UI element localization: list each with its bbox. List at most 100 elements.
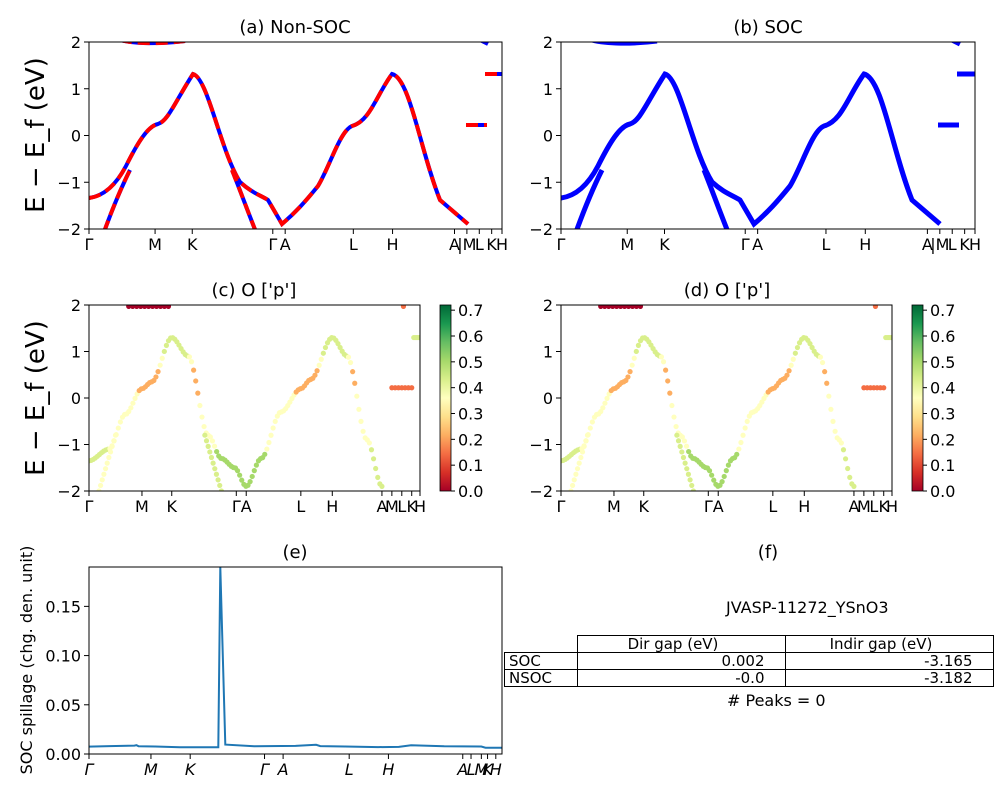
x-tick-label: M xyxy=(144,760,158,779)
band-point xyxy=(576,460,582,466)
band-point xyxy=(568,488,574,491)
band-point xyxy=(881,385,887,391)
x-tick-label: L xyxy=(821,235,830,254)
band-point xyxy=(142,305,148,309)
colorbar-tick-label: 0.3 xyxy=(458,405,483,424)
band-point xyxy=(792,350,798,356)
band-point xyxy=(786,368,792,374)
y-tick-label: −1 xyxy=(529,173,553,192)
band-point xyxy=(665,378,671,384)
y-tick-label: 0.05 xyxy=(45,696,81,715)
band-point xyxy=(360,428,366,434)
band-point xyxy=(671,414,677,420)
x-tick-label: K xyxy=(406,497,417,516)
band-point xyxy=(828,406,834,412)
band-point xyxy=(690,488,696,491)
band-point xyxy=(266,439,272,446)
band-point xyxy=(264,446,270,452)
band-point xyxy=(202,432,208,438)
band-point xyxy=(706,468,713,474)
band-point xyxy=(633,348,639,355)
band-point xyxy=(598,305,604,309)
band-point xyxy=(210,460,216,466)
band-point xyxy=(627,369,633,375)
y-tick-label: −2 xyxy=(57,220,81,239)
panel-b-title: (b) SOC xyxy=(733,17,802,38)
band-point xyxy=(629,362,635,368)
colorbar-c-ticks: 0.0 0.1 0.2 0.3 0.4 0.5 0.6 0.7 xyxy=(451,301,483,501)
x-tick-label: K xyxy=(659,235,670,254)
band-point xyxy=(375,474,381,481)
band-point xyxy=(104,460,110,466)
colorbar-tick-label: 0.7 xyxy=(458,301,483,320)
band-point xyxy=(132,395,138,401)
x-tick-label: Γ xyxy=(268,235,277,254)
band-point xyxy=(157,305,164,309)
band-point xyxy=(635,342,642,348)
band-point xyxy=(163,342,170,348)
band-point xyxy=(673,423,679,430)
band-point xyxy=(155,369,161,375)
band-point xyxy=(209,438,216,444)
band-point xyxy=(239,477,245,483)
colorbar-tick-label: 0.0 xyxy=(458,482,483,501)
band-point xyxy=(684,466,690,472)
x-tick-label: Γ xyxy=(557,235,566,254)
band-point xyxy=(203,438,210,444)
band-point xyxy=(101,471,107,477)
band-point xyxy=(195,390,201,396)
panel-e-frame xyxy=(88,566,503,755)
x-tick-label: A xyxy=(280,235,291,254)
band-point xyxy=(680,454,687,461)
band-point xyxy=(253,462,259,468)
y-tick-label: 0.15 xyxy=(45,597,81,616)
x-tick-label: L xyxy=(475,235,484,254)
y-tick-label: 0 xyxy=(543,127,553,146)
band-point xyxy=(322,344,329,351)
band-point xyxy=(742,425,748,431)
y-tick-label: −1 xyxy=(57,173,81,192)
x-tick-label: M xyxy=(474,760,488,779)
x-tick-label: M xyxy=(148,235,162,254)
band-point xyxy=(191,367,197,373)
x-tick-label: L xyxy=(296,497,305,516)
x-tick-label: K xyxy=(482,760,494,779)
panel-d-title: (d) O ['p'] xyxy=(684,280,770,301)
indir-gap-value: -3.165 xyxy=(784,652,994,670)
band-point xyxy=(851,483,857,489)
band-a-valence-blue xyxy=(89,71,470,228)
band-point xyxy=(213,471,220,477)
panel-a-xticks: Γ M K Γ A L H A|ML K H xyxy=(85,229,508,254)
x-tick-label: L xyxy=(948,235,957,254)
x-tick-label: L xyxy=(467,760,476,779)
band-point xyxy=(719,479,725,485)
y-tick-label: 1 xyxy=(71,80,81,99)
x-tick-label: L xyxy=(349,235,358,254)
x-tick-label: H xyxy=(969,235,981,254)
band-point xyxy=(153,374,159,380)
band-point xyxy=(316,362,322,368)
band-point xyxy=(318,356,324,362)
band-point xyxy=(99,477,105,483)
x-tick-label: K xyxy=(486,235,497,254)
band-point xyxy=(788,362,794,368)
colorbar-tick-label: 0.1 xyxy=(930,456,955,475)
band-point xyxy=(270,425,276,431)
band-point xyxy=(725,462,731,468)
band-point xyxy=(574,466,581,472)
band-point xyxy=(822,369,828,375)
x-tick-label: H xyxy=(387,235,399,254)
x-tick-label: K xyxy=(187,235,198,254)
indir-gap-value: -3.182 xyxy=(784,669,994,687)
band-point xyxy=(134,305,140,309)
band-point xyxy=(845,465,851,472)
panel-e-title: (e) xyxy=(282,542,307,563)
band-point xyxy=(847,474,853,481)
panel-e-yticks: 0.00 0.05 0.10 0.15 xyxy=(45,597,89,764)
x-tick-label: A xyxy=(848,497,859,516)
spillage-line xyxy=(88,566,503,749)
x-tick-label: H xyxy=(382,760,394,779)
peaks-count: # Peaks = 0 xyxy=(727,691,826,710)
panel-a-ylabel: E − E_f (eV) xyxy=(21,57,51,213)
